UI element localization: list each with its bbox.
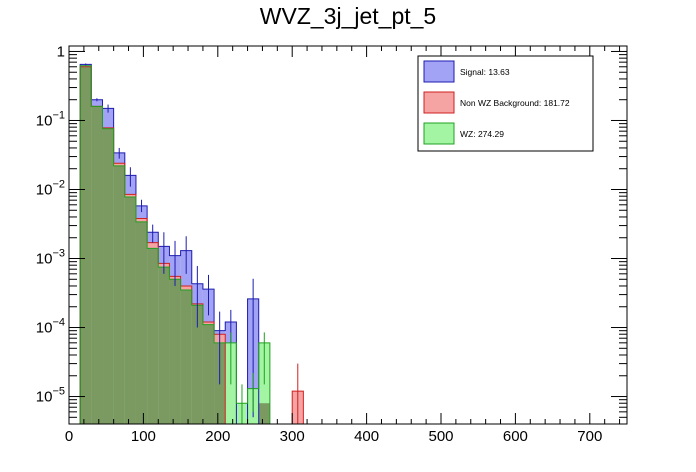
chart-title: WVZ_3j_jet_pt_5 xyxy=(260,3,436,29)
y-tick-label: 10−4 xyxy=(36,317,65,337)
overlap-bar xyxy=(180,289,192,424)
y-tick-label: 10−2 xyxy=(36,178,65,198)
x-tick-label: 400 xyxy=(354,428,379,445)
overlap-bar xyxy=(135,221,148,424)
legend-label-signal: Signal: 13.63 xyxy=(460,67,510,77)
error-bars xyxy=(85,63,299,424)
overlap-bar xyxy=(202,324,215,424)
y-tick-label: 10−5 xyxy=(36,386,65,406)
overlap-bar xyxy=(169,279,181,424)
x-tick-label: 500 xyxy=(428,428,453,445)
overlap-bar xyxy=(124,196,136,424)
x-tick-label: 700 xyxy=(577,428,602,445)
overlap-bar xyxy=(102,128,114,424)
legend: Signal: 13.63 Non WZ Background: 181.72 WZ… xyxy=(417,55,594,152)
legend-swatch-signal xyxy=(423,60,455,83)
legend-swatch-wz xyxy=(423,122,455,145)
legend-label-non-wz-background: Non WZ Background: 181.72 xyxy=(460,98,570,108)
x-axis: 0 100 200 300 400 500 600 700 xyxy=(65,46,621,445)
x-tick-label: 600 xyxy=(503,428,528,445)
overlap-bar xyxy=(80,66,92,424)
x-tick-label: 300 xyxy=(280,428,305,445)
wz-outline xyxy=(79,65,271,424)
legend-swatch-non-wz-background xyxy=(423,91,455,114)
y-axis: 1 10−1 10−2 10−3 10−4 10−5 xyxy=(36,43,627,425)
x-tick-label: 100 xyxy=(131,428,156,445)
y-tick-label: 10−1 xyxy=(36,109,65,129)
overlap-bar xyxy=(113,165,125,425)
overlap-bar xyxy=(147,248,159,424)
y-tick-label: 10−3 xyxy=(36,248,65,268)
x-tick-label: 0 xyxy=(65,428,73,445)
x-tick-label: 200 xyxy=(205,428,230,445)
legend-label-wz: WZ: 274.29 xyxy=(460,129,504,139)
overlap-bar xyxy=(191,305,203,424)
plot-frame xyxy=(68,45,628,425)
y-tick-label: 1 xyxy=(57,43,65,60)
overlap-bar xyxy=(158,267,170,424)
overlap-bar xyxy=(258,403,270,424)
overlap-bar xyxy=(91,106,103,425)
